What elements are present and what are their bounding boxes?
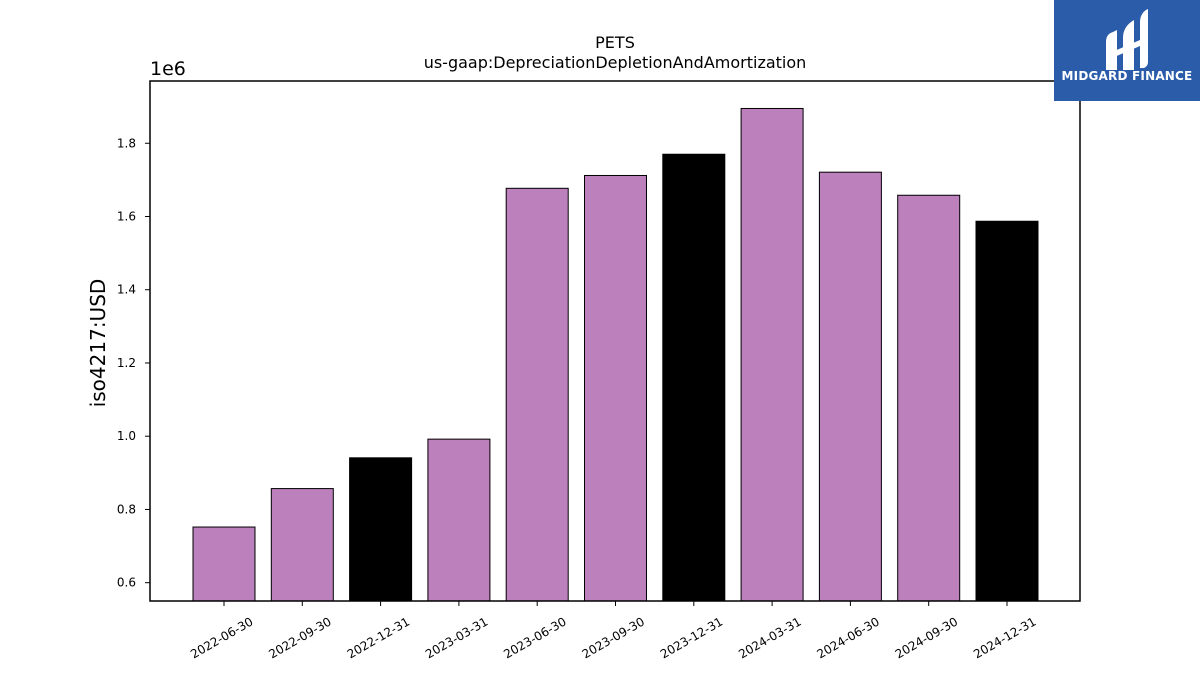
bar-2023-06-30: [505, 187, 569, 602]
x-tick-label: 2022-12-31: [345, 614, 412, 661]
y-tick-label: 0.6: [117, 576, 136, 590]
bar-2024-06-30: [818, 171, 882, 602]
x-tick-label: 2024-12-31: [971, 614, 1038, 661]
bar-2022-12-31: [349, 457, 413, 602]
bar-2022-06-30: [192, 526, 256, 602]
x-tick-label: 2024-06-30: [814, 614, 881, 661]
y-tick-label: 1.4: [117, 283, 136, 297]
y-tick-label: 1.6: [117, 209, 136, 223]
y-tick-label: 0.8: [117, 502, 136, 516]
x-tick-label: 2024-09-30: [893, 614, 960, 661]
bar-2023-03-31: [427, 438, 491, 602]
bar-2024-03-31: [740, 107, 804, 602]
y-tick-label: 1.8: [117, 136, 136, 150]
y-axis-label: iso4217:USD: [86, 279, 110, 408]
chart-title: PETS: [595, 33, 635, 52]
logo-mark-icon: [1106, 9, 1148, 70]
bar-2023-09-30: [584, 174, 647, 602]
x-tick-label: 2022-06-30: [188, 614, 255, 661]
plot-area-frame: [149, 80, 1081, 602]
midgard-finance-logo: MIDGARD FINANCE: [1054, 0, 1200, 101]
x-tick-label: 2023-03-31: [423, 614, 490, 661]
x-tick-label: 2023-09-30: [580, 614, 647, 661]
bar-2024-12-31: [975, 220, 1039, 602]
y-tick-label: 1.0: [117, 429, 136, 443]
bar-2024-09-30: [897, 194, 961, 602]
x-tick-label: 2023-12-31: [658, 614, 725, 661]
bar-2023-12-31: [662, 153, 726, 602]
x-tick-label: 2022-09-30: [266, 614, 333, 661]
bar-2022-09-30: [270, 488, 334, 602]
x-tick-label: 2024-03-31: [736, 614, 803, 661]
logo-text: MIDGARD FINANCE: [1061, 69, 1193, 83]
x-tick-label: 2023-06-30: [501, 614, 568, 661]
chart-subtitle: us-gaap:DepreciationDepletionAndAmortiza…: [424, 53, 807, 72]
y-scale-label: 1e6: [150, 58, 186, 80]
y-tick-label: 1.2: [117, 356, 136, 370]
